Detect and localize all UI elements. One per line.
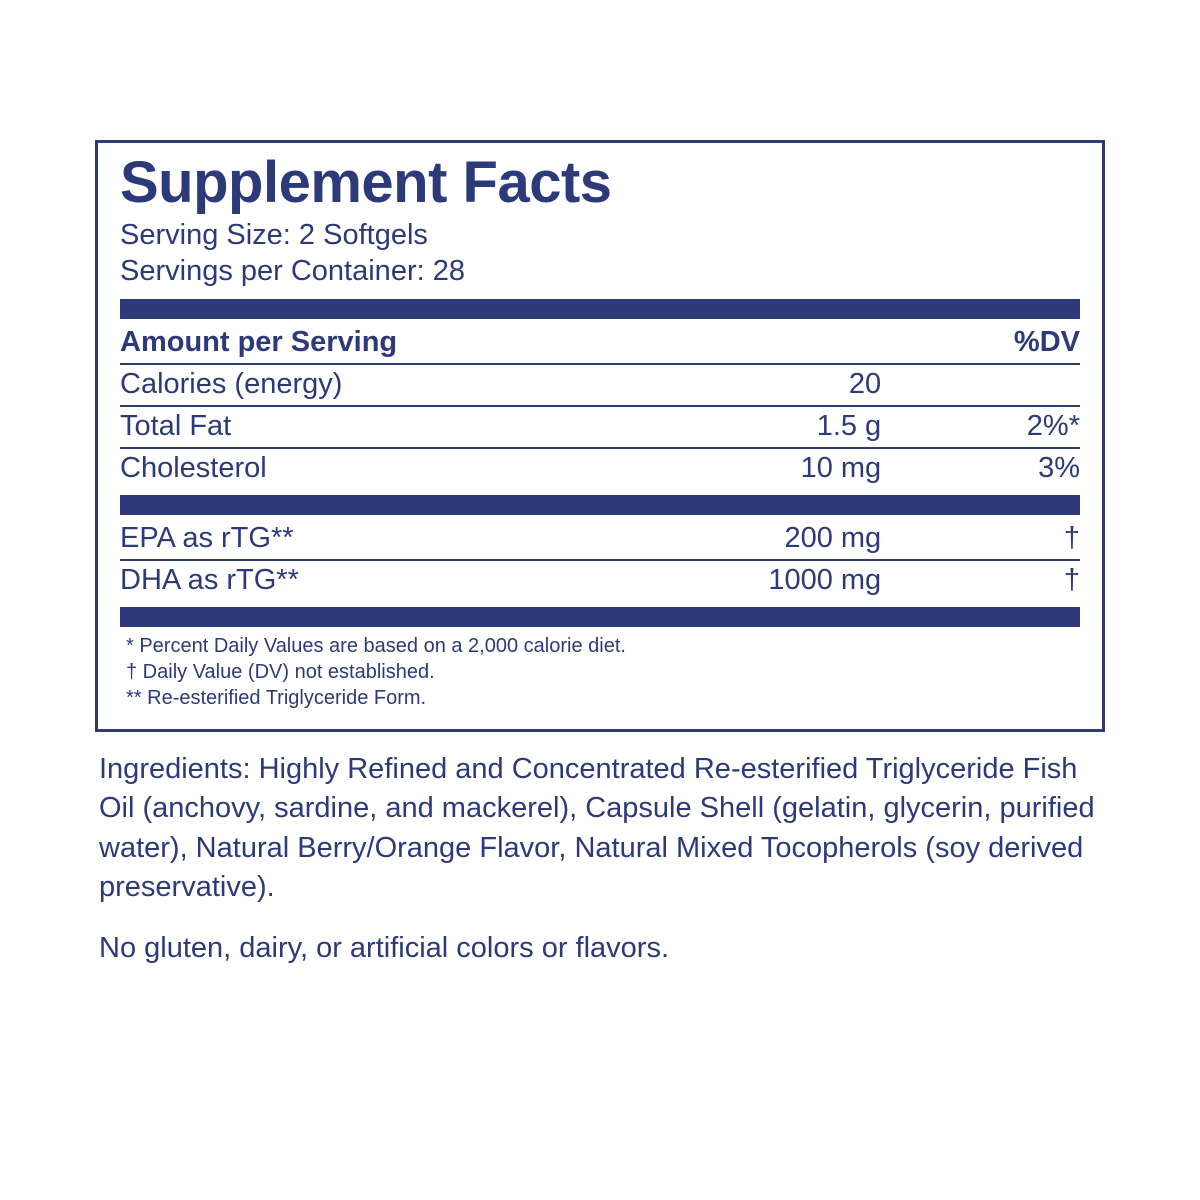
table-row: Cholesterol 10 mg 3% xyxy=(120,448,1080,489)
table-header-row: Amount per Serving %DV xyxy=(120,323,1080,364)
row-dv: 3% xyxy=(907,448,1080,489)
row-amount: 20 xyxy=(619,364,907,406)
table-row: EPA as rTG** 200 mg † xyxy=(120,519,1080,560)
free-from-text: No gluten, dairy, or artificial colors o… xyxy=(99,929,1101,968)
serving-size-label: Serving Size: xyxy=(120,219,291,251)
facts-table: Amount per Serving %DV Calories (energy)… xyxy=(120,323,1080,489)
row-name: Total Fat xyxy=(120,406,619,448)
servings-per-value: 28 xyxy=(433,255,465,287)
serving-size-line: Serving Size: 2 Softgels xyxy=(120,217,1080,253)
thick-rule xyxy=(120,299,1080,319)
row-dv xyxy=(907,364,1080,406)
servings-per-line: Servings per Container: 28 xyxy=(120,253,1080,289)
panel-title: Supplement Facts xyxy=(120,151,1080,215)
row-dv: † xyxy=(907,519,1080,560)
ingredients-text: Ingredients: Highly Refined and Concentr… xyxy=(99,750,1101,907)
row-name: Cholesterol xyxy=(120,448,619,489)
serving-size-value: 2 Softgels xyxy=(299,219,428,251)
footnote-line: * Percent Daily Values are based on a 2,… xyxy=(126,633,1080,659)
header-dv: %DV xyxy=(907,323,1080,364)
header-blank xyxy=(619,323,907,364)
row-amount: 10 mg xyxy=(619,448,907,489)
header-amount-per-serving: Amount per Serving xyxy=(120,323,619,364)
row-amount: 1000 mg xyxy=(619,560,907,601)
row-amount: 200 mg xyxy=(619,519,907,560)
row-name: Calories (energy) xyxy=(120,364,619,406)
table-row: Total Fat 1.5 g 2%* xyxy=(120,406,1080,448)
footnote-line: ** Re-esterified Triglyceride Form. xyxy=(126,685,1080,711)
row-amount: 1.5 g xyxy=(619,406,907,448)
row-dv: 2%* xyxy=(907,406,1080,448)
table-row: DHA as rTG** 1000 mg † xyxy=(120,560,1080,601)
row-name: DHA as rTG** xyxy=(120,560,619,601)
servings-per-label: Servings per Container: xyxy=(120,255,425,287)
below-panel: Ingredients: Highly Refined and Concentr… xyxy=(95,732,1105,968)
table-row: Calories (energy) 20 xyxy=(120,364,1080,406)
row-dv: † xyxy=(907,560,1080,601)
footnote-line: † Daily Value (DV) not established. xyxy=(126,659,1080,685)
facts-table-secondary: EPA as rTG** 200 mg † DHA as rTG** 1000 … xyxy=(120,519,1080,601)
supplement-facts-panel: Supplement Facts Serving Size: 2 Softgel… xyxy=(95,140,1105,732)
thick-rule xyxy=(120,607,1080,627)
thick-rule xyxy=(120,495,1080,515)
row-name: EPA as rTG** xyxy=(120,519,619,560)
footnotes: * Percent Daily Values are based on a 2,… xyxy=(120,633,1080,715)
